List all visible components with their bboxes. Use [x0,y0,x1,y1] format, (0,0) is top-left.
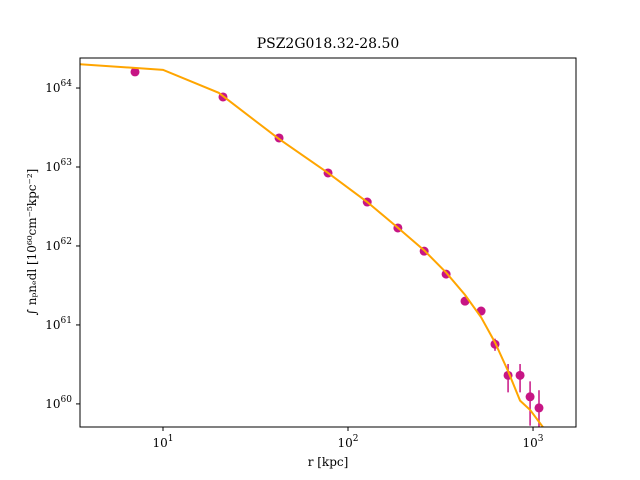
tick-label: 1060 [45,395,72,411]
tick-label: 101 [152,434,173,450]
plot-area [80,63,544,427]
tick-exponent: 61 [61,316,72,326]
tick-base: 10 [45,81,60,95]
tick-label: 102 [338,434,359,450]
chart-title: PSZ2G018.32-28.50 [257,36,400,52]
axes-frame [79,57,577,428]
data-point [525,392,535,402]
tick-label: 103 [523,434,544,450]
tick-base: 10 [45,397,60,411]
tick-base: 10 [523,436,538,450]
tick-exponent: 60 [61,395,73,405]
fit-line [80,63,544,427]
tick-base: 10 [152,436,167,450]
tick-base: 10 [45,239,60,253]
y-axis-label: ∫ nₚnₑdl [10⁶⁰cm⁻⁵kpc⁻²] [25,169,39,316]
tick-exponent: 2 [353,434,359,444]
tick-base: 10 [338,436,353,450]
tick-base: 10 [45,160,60,174]
tick-label: 1061 [45,316,72,332]
tick-exponent: 3 [538,434,544,444]
tick-label: 1062 [45,237,72,253]
tick-exponent: 63 [61,158,73,168]
tick-label: 1064 [45,79,72,95]
data-point [130,67,140,77]
tick-label: 1063 [45,158,72,174]
x-axis-label: r [kpc] [308,455,349,469]
tick-exponent: 62 [61,237,72,247]
tick-base: 10 [45,318,60,332]
tick-exponent: 64 [61,79,73,89]
tick-exponent: 1 [168,434,174,444]
data-point [515,370,525,380]
data-point [534,403,544,413]
